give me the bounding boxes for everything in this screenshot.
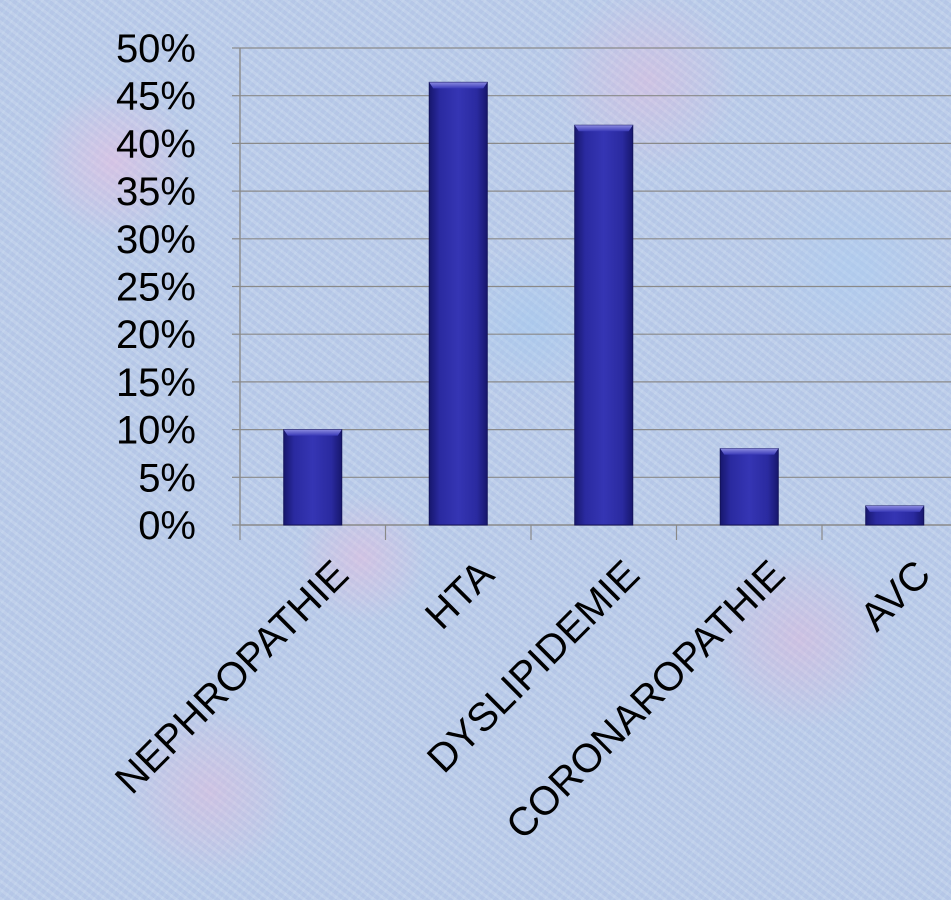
bar: [283, 429, 343, 526]
bar-coronaropathie: [719, 448, 779, 526]
y-tick-label: 45%: [116, 75, 196, 119]
y-tick-label: 15%: [116, 361, 196, 405]
bar: [428, 81, 488, 526]
y-tick-label: 10%: [116, 409, 196, 453]
y-tick-label: 25%: [116, 266, 196, 310]
bar-top-bevel: [720, 448, 779, 455]
x-category-label: AVC: [852, 552, 939, 639]
bar-dyslipidemie: [574, 124, 634, 526]
bar-avc: [865, 505, 925, 526]
x-axis-category-labels: NEPHROPATHIE HTADYSLIPIDEMIECORONAROPATHI…: [107, 552, 939, 848]
y-tick-label: 20%: [116, 313, 196, 357]
bars: [283, 81, 925, 526]
y-tick-label: 0%: [138, 504, 196, 548]
y-tick-label: 40%: [116, 122, 196, 166]
y-tick-label: 35%: [116, 170, 196, 214]
y-axis-tick-labels: 0%5%10%15%20%25%30%35%40%45%50%: [116, 27, 196, 548]
bar-top-bevel: [574, 125, 633, 132]
x-category-label: CORONAROPATHIE: [498, 552, 794, 848]
bar-top-bevel: [429, 82, 488, 89]
bar-hta: [428, 81, 488, 526]
y-tick-label: 30%: [116, 218, 196, 262]
bar-top-bevel: [283, 429, 342, 436]
bar-top-bevel: [865, 505, 924, 512]
bar: [574, 124, 634, 526]
x-category-label: NEPHROPATHIE: [107, 552, 357, 802]
x-category-label: HTA: [417, 552, 503, 638]
y-tick-label: 5%: [138, 456, 196, 500]
y-tick-label: 50%: [116, 27, 196, 71]
bar-nephropathie: [283, 429, 343, 526]
bar: [719, 448, 779, 526]
